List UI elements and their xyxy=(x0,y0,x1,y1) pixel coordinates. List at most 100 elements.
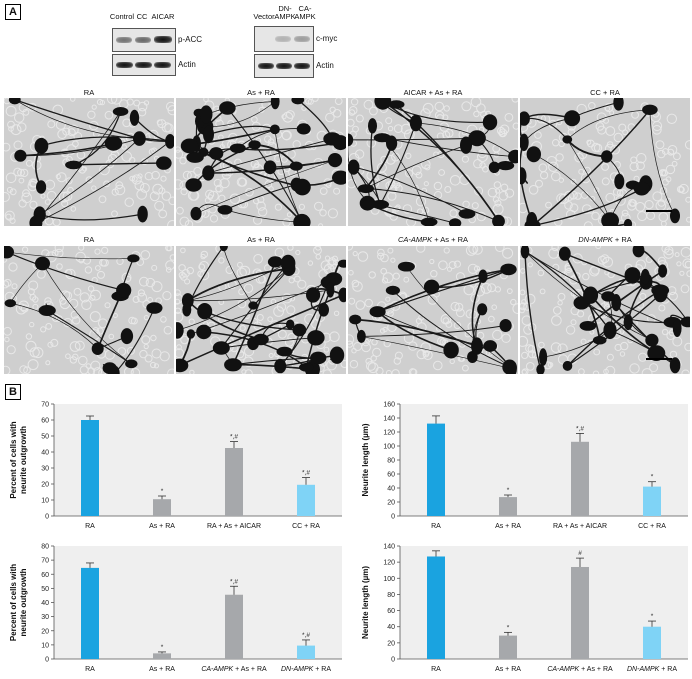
y-tick-label: 140 xyxy=(383,544,395,551)
y-axis-label: Percent of cells withneurite outgrowth xyxy=(9,564,28,641)
bar xyxy=(81,420,99,516)
y-tick-label: 0 xyxy=(45,657,49,664)
significance-mark: * xyxy=(651,613,654,620)
micrograph-image xyxy=(176,98,346,226)
y-tick-label: 10 xyxy=(41,498,49,505)
y-tick-label: 60 xyxy=(387,472,395,479)
bar xyxy=(297,484,315,516)
x-tick-label: CC + RA xyxy=(292,523,320,530)
bar xyxy=(499,497,517,516)
y-tick-label: 20 xyxy=(41,628,49,635)
y-tick-label: 60 xyxy=(41,418,49,425)
x-tick-label: DN-AMPK + RA xyxy=(281,666,331,673)
y-tick-label: 60 xyxy=(387,608,395,615)
plot-area xyxy=(400,404,688,516)
x-tick-label: As + RA xyxy=(149,666,175,673)
y-tick-label: 80 xyxy=(387,592,395,599)
bar xyxy=(499,635,517,659)
blot2-cmyc-band-row xyxy=(254,26,314,52)
x-tick-label: CA-AMPK + As + RA xyxy=(201,666,267,673)
micrograph-image xyxy=(176,246,346,374)
x-tick-label: RA xyxy=(85,523,95,530)
y-tick-label: 0 xyxy=(45,514,49,521)
plot-area xyxy=(54,404,342,516)
blot2-actin-band-row xyxy=(254,54,314,78)
plot-area xyxy=(54,546,342,659)
plot-area xyxy=(400,546,688,659)
micrograph-label: As + RA xyxy=(247,88,275,97)
bar xyxy=(643,486,661,516)
blot1-lane-label: Control xyxy=(109,12,135,21)
y-tick-label: 70 xyxy=(41,558,49,565)
blot2-lane-label: DN- AMPK xyxy=(274,4,296,21)
x-tick-label: RA + As + AICAR xyxy=(553,523,607,530)
significance-mark: *,# xyxy=(302,632,310,639)
significance-mark: * xyxy=(507,487,510,494)
bar xyxy=(643,626,661,659)
x-tick-label: RA xyxy=(431,666,441,673)
y-axis-label: Neurite length (µm) xyxy=(361,423,370,496)
y-tick-label: 120 xyxy=(383,430,395,437)
significance-mark: * xyxy=(161,488,164,495)
x-tick-label: As + RA xyxy=(495,523,521,530)
bar xyxy=(225,448,243,516)
y-tick-label: 30 xyxy=(41,466,49,473)
bar-chart-percent-bottom: 0 10 20 30 40 50 60 70 80 Percent of cells withne… xyxy=(9,544,342,673)
y-tick-label: 0 xyxy=(391,514,395,521)
y-axis-label: Percent of cells withneurite outgrowth xyxy=(9,421,28,498)
bar xyxy=(427,423,445,516)
x-tick-label: RA + As + AICAR xyxy=(207,523,261,530)
y-tick-label: 10 xyxy=(41,642,49,649)
x-tick-label: CC + RA xyxy=(638,523,666,530)
blot1-row-label: p-ACC xyxy=(178,35,203,44)
bar xyxy=(153,653,171,659)
significance-mark: *,# xyxy=(576,425,584,432)
blot2-row-label: c-myc xyxy=(316,34,338,43)
x-tick-label: CA-AMPK + As + RA xyxy=(547,666,613,673)
y-tick-label: 20 xyxy=(387,640,395,647)
significance-mark: *,# xyxy=(302,470,310,477)
x-tick-label: DN-AMPK + RA xyxy=(627,666,677,673)
y-tick-label: 50 xyxy=(41,586,49,593)
y-tick-label: 60 xyxy=(41,572,49,579)
x-tick-label: RA xyxy=(431,523,441,530)
bar xyxy=(81,567,99,659)
bar-chart-length-bottom: 0 20 40 60 80 100 120 140 Neurite length (µm) RA *… xyxy=(361,544,688,673)
blot1-pacc-band-row xyxy=(112,28,176,52)
y-tick-label: 30 xyxy=(41,614,49,621)
y-tick-label: 80 xyxy=(387,458,395,465)
significance-mark: * xyxy=(507,624,510,631)
blot2-row-label: Actin xyxy=(316,61,334,70)
y-tick-label: 100 xyxy=(383,444,395,451)
bar xyxy=(571,441,589,516)
bar xyxy=(571,566,589,659)
western-blot-2: Vector DN- AMPK CA- AMPK c-myc Actin xyxy=(253,4,384,78)
bar xyxy=(427,556,445,659)
y-tick-label: 80 xyxy=(41,544,49,551)
micrograph-label: RA xyxy=(83,88,95,97)
bar-chart-percent-top: 0 10 20 30 40 50 60 70 Percent of cells withneur… xyxy=(9,402,342,530)
blot2-lane-label: Vector xyxy=(253,12,275,21)
y-tick-label: 160 xyxy=(383,402,395,409)
y-tick-label: 0 xyxy=(391,657,395,664)
panel-b-label: B xyxy=(5,384,21,400)
micrograph-label: DN-AMPK + RA xyxy=(578,235,632,244)
micrograph-label: As + RA xyxy=(247,235,275,244)
micrograph-label: AICAR + As + RA xyxy=(403,88,463,97)
y-tick-label: 70 xyxy=(41,402,49,409)
y-tick-label: 40 xyxy=(387,624,395,631)
significance-mark: # xyxy=(578,550,582,557)
blot2-lane-label: CA- AMPK xyxy=(294,4,316,21)
micrograph-image xyxy=(4,98,174,226)
y-tick-label: 40 xyxy=(41,450,49,457)
bar-chart-length-top: 0 20 40 60 80 100 120 140 160 Neurite length (µm)… xyxy=(361,402,688,530)
blot1-actin-band-row xyxy=(112,54,176,76)
micrograph-image xyxy=(348,246,518,374)
blot1-lane-label: CC xyxy=(136,12,148,21)
y-tick-label: 40 xyxy=(387,486,395,493)
significance-mark: * xyxy=(651,474,654,481)
micrograph-image xyxy=(520,246,690,374)
y-tick-label: 50 xyxy=(41,434,49,441)
y-tick-label: 140 xyxy=(383,416,395,423)
bar xyxy=(297,645,315,659)
